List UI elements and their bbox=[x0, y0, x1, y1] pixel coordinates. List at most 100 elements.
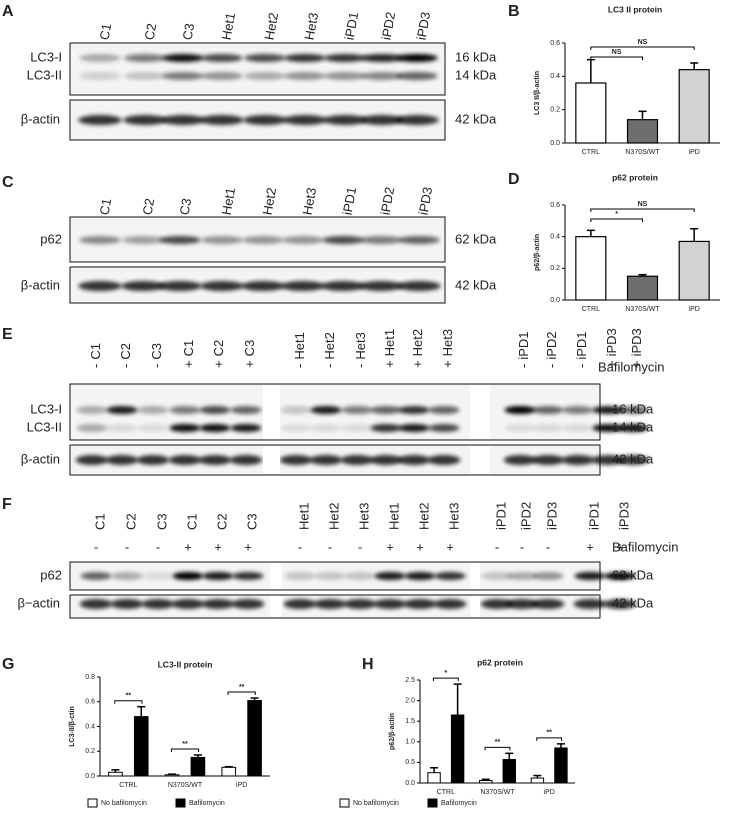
lane-sign: + bbox=[629, 360, 644, 368]
y-axis-label: LC3-II/β-ctin bbox=[69, 706, 76, 746]
band bbox=[282, 236, 324, 244]
strip-gap bbox=[470, 385, 490, 439]
band bbox=[241, 281, 285, 291]
band bbox=[158, 281, 202, 291]
band bbox=[168, 455, 202, 465]
strip-gap bbox=[263, 385, 280, 439]
legend-swatch bbox=[87, 798, 98, 808]
band bbox=[396, 72, 438, 80]
band bbox=[592, 406, 624, 414]
legend-label: Bafilomycin bbox=[441, 800, 477, 807]
y-axis-label: p62/β-actin bbox=[389, 713, 396, 750]
band bbox=[283, 115, 327, 125]
band bbox=[105, 455, 139, 465]
band bbox=[359, 281, 403, 291]
band bbox=[314, 572, 346, 580]
panel-letter: G bbox=[2, 656, 14, 673]
lane-sign: - bbox=[358, 539, 362, 554]
lane-label: iPD3 bbox=[544, 502, 559, 530]
y-tick-label: 0.8 bbox=[85, 674, 95, 681]
band bbox=[503, 455, 537, 465]
chart-title: LC3 II protein bbox=[608, 4, 662, 14]
band bbox=[200, 115, 244, 125]
strip-gap bbox=[470, 563, 480, 589]
lane-sign: - bbox=[298, 539, 302, 554]
treatment-label: Bafilomycin bbox=[612, 539, 678, 554]
band bbox=[397, 455, 431, 465]
band bbox=[79, 599, 113, 609]
legend-swatch bbox=[175, 798, 186, 808]
legend-swatch bbox=[427, 798, 438, 808]
band-label: LC3-II bbox=[27, 419, 62, 434]
band bbox=[322, 236, 364, 244]
significance-bracket bbox=[114, 700, 143, 704]
band bbox=[284, 572, 316, 580]
lane-label: + Het3 bbox=[440, 329, 455, 368]
panel-letter: D bbox=[508, 171, 520, 188]
significance-label: NS bbox=[638, 39, 648, 46]
band-size: 62 kDa bbox=[612, 567, 654, 582]
lane-sign: + bbox=[446, 539, 454, 554]
y-axis-label: LC3 II/β-actin bbox=[534, 71, 541, 115]
panel-letter: B bbox=[508, 3, 520, 20]
lane-sign: + bbox=[604, 360, 619, 368]
band-size: 14 kDa bbox=[612, 419, 654, 434]
lane-label: - iPD1 bbox=[516, 331, 531, 368]
lane-sign: - bbox=[546, 539, 550, 554]
band bbox=[244, 72, 286, 80]
lane-sign: + bbox=[410, 360, 425, 368]
significance-bracket bbox=[536, 737, 563, 741]
x-tick-label: iPD bbox=[689, 306, 700, 313]
band bbox=[428, 424, 460, 432]
lane-label: C1 bbox=[184, 513, 199, 530]
x-tick-label: CTRL bbox=[582, 149, 600, 156]
band-label: LC3-I bbox=[30, 401, 62, 416]
significance-label: ** bbox=[126, 693, 132, 700]
y-tick-label: 1.5 bbox=[405, 718, 415, 725]
lane-sign: - bbox=[292, 364, 307, 368]
band bbox=[280, 424, 312, 432]
lane-sign: - bbox=[322, 364, 337, 368]
x-tick-label: CTRL bbox=[119, 782, 137, 789]
band-label: β-actin bbox=[21, 451, 60, 466]
bar bbox=[678, 69, 710, 144]
lane-name: Het3 bbox=[353, 332, 368, 359]
significance-label: * bbox=[615, 211, 618, 218]
band bbox=[313, 599, 347, 609]
lane-label: Het3 bbox=[356, 503, 371, 530]
band-size: 16 kDa bbox=[455, 49, 497, 64]
band-label: β-actin bbox=[21, 111, 60, 126]
band bbox=[111, 572, 143, 580]
band bbox=[284, 72, 326, 80]
band-label: LC3-I bbox=[30, 49, 62, 64]
band-label: LC3-II bbox=[27, 67, 62, 82]
band bbox=[137, 424, 169, 432]
lane-label: + Het1 bbox=[382, 329, 397, 368]
band bbox=[360, 115, 404, 125]
y-tick-label: 2.0 bbox=[405, 697, 415, 704]
band bbox=[403, 599, 437, 609]
band bbox=[244, 54, 286, 62]
lane-label: iPD1 bbox=[493, 502, 508, 530]
band bbox=[573, 599, 607, 609]
significance-label: ** bbox=[182, 741, 188, 748]
lane-label: Het1 bbox=[386, 503, 401, 530]
significance-label: ** bbox=[546, 730, 552, 737]
bar bbox=[626, 119, 659, 144]
lane-label: Het3 bbox=[300, 186, 320, 216]
lane-label: + Het2 bbox=[410, 329, 425, 368]
lane-label: - iPD1 bbox=[574, 331, 589, 368]
band bbox=[398, 406, 430, 414]
y-tick-label: 0.6 bbox=[550, 40, 560, 47]
band bbox=[617, 406, 649, 414]
band bbox=[395, 115, 439, 125]
band bbox=[172, 572, 204, 580]
lane-name: C3 bbox=[149, 343, 164, 360]
band bbox=[279, 455, 313, 465]
band bbox=[169, 406, 201, 414]
band bbox=[122, 236, 164, 244]
strip-gap bbox=[270, 596, 282, 617]
bar bbox=[502, 759, 516, 784]
band bbox=[370, 406, 402, 414]
